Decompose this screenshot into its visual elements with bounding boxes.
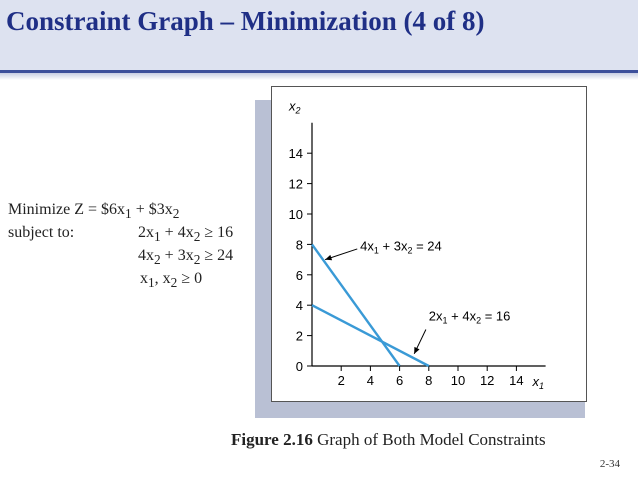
constraint-2: 4x2 + 3x2 ≥ 24 [138, 244, 233, 271]
y-tick-label: 14 [289, 146, 303, 161]
constraint-line-2 [311, 304, 430, 368]
objective-sub2: 2 [172, 206, 180, 222]
x-tick-label: 4 [367, 373, 374, 388]
constraint-1: 2x1 + 4x2 ≥ 16 [138, 221, 233, 248]
y-tick-label: 8 [296, 237, 303, 252]
page-number: 2-34 [599, 458, 620, 470]
objective-function: Minimize Z = $6x1 + $3x2 [8, 198, 179, 225]
nn-b: , x [154, 270, 171, 287]
ann-part-c: = 16 [481, 308, 510, 323]
ann-sub-1: 1 [443, 315, 448, 325]
annotation-line-2: 2x1 + 4x2 = 16 [429, 308, 511, 325]
c1-b: + 4x [160, 224, 194, 241]
constraint-row-1: subject to: 2x1 + 4x2 ≥ 16 [8, 221, 233, 244]
ann-part-a: 2x [429, 308, 443, 323]
ann-part-c: = 24 [412, 238, 441, 253]
x-tick-label: 12 [480, 373, 494, 388]
y-ticks: 0 2 4 6 8 10 12 14 [289, 146, 312, 374]
annotation-line-2-arrowhead [414, 346, 420, 354]
c1-c: ≥ 16 [200, 224, 234, 241]
annotation-line-1: 4x1 + 3x2 = 24 [360, 238, 442, 255]
figure-caption: Figure 2.16 Graph of Both Model Constrai… [231, 430, 546, 450]
x-tick-label: 14 [509, 373, 523, 388]
figure-label: Figure 2.16 [231, 430, 313, 449]
ann-sub-1: 1 [374, 245, 379, 255]
nonnegativity: x1, x2 ≥ 0 [140, 267, 202, 294]
objective-prefix: Minimize Z = $6x [8, 201, 126, 218]
y-tick-label: 4 [296, 298, 303, 313]
x-tick-label: 6 [396, 373, 403, 388]
subject-to-label: subject to: [8, 224, 75, 241]
nn-s2: 2 [170, 275, 178, 291]
c2-s2: 2 [193, 252, 201, 268]
x-axis-label-base: x [531, 374, 539, 389]
y-tick-label: 10 [289, 207, 303, 222]
slide-title: Constraint Graph – Minimization (4 of 8) [6, 6, 485, 36]
y-tick-label: 12 [289, 177, 303, 192]
annotation-line-1-arrowhead [325, 254, 333, 261]
objective-sub1: 1 [125, 206, 132, 222]
nn-c: ≥ 0 [177, 270, 203, 287]
c2-s1: 2 [154, 252, 161, 268]
x-ticks: 2 4 6 8 10 12 14 [338, 366, 524, 388]
header-divider [0, 70, 638, 73]
figure-frame: 2 4 6 8 10 12 14 0 2 4 6 8 10 12 14 x1 x2 4x1 + 3x2 =… [271, 86, 587, 402]
ann-part-b: + 4x [448, 308, 477, 323]
x-tick-label: 10 [451, 373, 465, 388]
header-shadow [0, 73, 638, 80]
ann-sub-2: 2 [407, 245, 412, 255]
c2-a: 4x [138, 247, 154, 264]
y-tick-label: 2 [296, 329, 303, 344]
c1-s1: 1 [154, 229, 161, 245]
x-axis-label: x1 [531, 374, 544, 391]
x-tick-label: 8 [425, 373, 432, 388]
y-axis-label: x2 [288, 99, 301, 116]
y-tick-label: 0 [296, 359, 303, 374]
y-tick-label: 6 [296, 268, 303, 283]
ann-part-a: 4x [360, 238, 374, 253]
c2-c: ≥ 24 [200, 247, 234, 264]
c1-s2: 2 [193, 229, 201, 245]
y-axis-label-sub: 2 [295, 106, 301, 116]
ann-sub-2: 2 [476, 315, 481, 325]
ann-part-b: + 3x [379, 238, 408, 253]
c2-b: + 3x [160, 247, 194, 264]
figure-caption-text: Graph of Both Model Constraints [317, 430, 546, 449]
c1-a: 2x [138, 224, 154, 241]
nn-s1: 1 [148, 275, 155, 291]
x-axis-label-sub: 1 [539, 381, 544, 391]
y-axis-label-base: x [288, 99, 296, 114]
constraint-lines [311, 243, 430, 368]
x-tick-label: 2 [338, 373, 345, 388]
nn-a: x [140, 270, 148, 287]
slide-header: Constraint Graph – Minimization (4 of 8) [0, 0, 638, 72]
objective-mid: + $3x [131, 201, 173, 218]
constraint-line-1 [311, 243, 401, 367]
